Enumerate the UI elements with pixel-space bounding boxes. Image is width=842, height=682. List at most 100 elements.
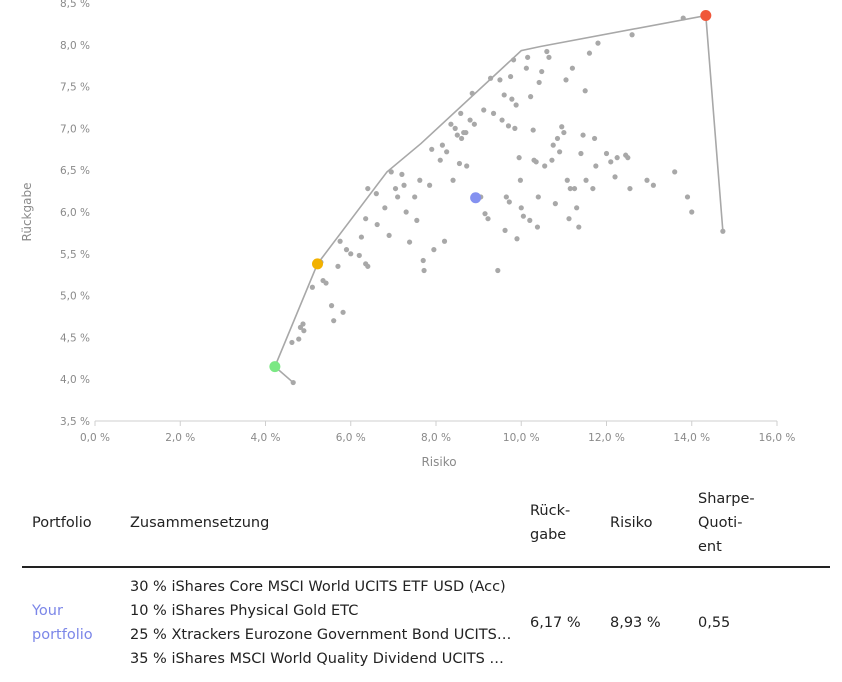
portfolio-point: [629, 32, 635, 38]
portfolio-table-container: Portfolio Zusammensetzung Rück- gabe Ris…: [22, 480, 830, 678]
composition-item: 35 % iShares MSCI World Quality Dividend…: [130, 651, 512, 667]
portfolio-point: [583, 177, 589, 183]
portfolio-point: [593, 163, 599, 169]
portfolio-point: [444, 149, 450, 155]
portfolio-point: [536, 79, 542, 86]
portfolio-table: Portfolio Zusammensetzung Rück- gabe Ris…: [22, 480, 830, 678]
portfolio-point: [501, 92, 507, 98]
portfolio-point: [612, 174, 618, 180]
portfolio-point: [559, 124, 565, 130]
portfolio-point: [549, 157, 555, 163]
portfolio-point: [720, 228, 726, 234]
portfolio-point: [441, 238, 448, 244]
efficient-frontier-chart: 3,5 % 4,0 % 4,5 % 5,0 % 5,5 % 6,0 % 6,5 % 7,0 %…: [20, 0, 795, 469]
portfolio-point: [582, 88, 588, 94]
x-tick-label: 10,0 %: [503, 432, 540, 444]
portfolio-point: [403, 209, 409, 215]
x-tick-label: 2,0 %: [165, 432, 195, 444]
portfolio-point: [614, 155, 620, 161]
composition-item: 25 % Xtrackers Eurozone Government Bond …: [130, 627, 512, 643]
portfolio-points: [289, 15, 726, 386]
highlighted-portfolios[interactable]: [269, 10, 712, 373]
portfolio-point: [650, 182, 656, 188]
y-axis-tick-labels: 3,5 % 4,0 % 4,5 % 5,0 % 5,5 % 6,0 % 6,5 % 7,0 %…: [60, 0, 90, 428]
portfolio-point: [520, 213, 526, 219]
portfolio-point: [485, 216, 491, 222]
highlighted-portfolio-point[interactable]: [700, 10, 712, 22]
highlighted-portfolio-point[interactable]: [470, 192, 482, 204]
highlighted-portfolio-point[interactable]: [269, 361, 281, 373]
portfolio-point: [471, 121, 477, 127]
portfolio-point: [561, 129, 567, 136]
portfolio-point: [365, 185, 371, 192]
portfolio-point: [452, 125, 458, 131]
portfolio-point: [431, 247, 437, 253]
y-tick-label: 5,0 %: [60, 291, 90, 303]
portfolio-point: [514, 236, 520, 242]
portfolio-point: [328, 303, 335, 309]
header-portfolio[interactable]: Portfolio: [22, 480, 120, 568]
portfolio-point: [608, 159, 614, 165]
portfolio-point: [348, 251, 354, 257]
header-composition[interactable]: Zusammensetzung: [120, 480, 520, 568]
portfolio-point: [429, 146, 435, 152]
portfolio-point: [516, 155, 522, 161]
header-risk[interactable]: Risiko: [600, 480, 688, 568]
header-sharpe-line1: Sharpe-: [698, 491, 755, 507]
your-portfolio-link[interactable]: Your portfolio: [32, 603, 93, 643]
header-return[interactable]: Rück- gabe: [520, 480, 600, 568]
portfolio-point: [550, 142, 556, 148]
portfolio-point: [401, 182, 407, 188]
efficient-frontier-line: [273, 14, 724, 384]
portfolio-point: [533, 159, 539, 165]
table-row: Your portfolio 30 % iShares Core MSCI Wo…: [22, 567, 830, 678]
x-tick-label: 12,0 %: [588, 432, 625, 444]
portfolio-point: [586, 50, 593, 56]
portfolio-point: [499, 117, 505, 123]
portfolio-point: [421, 267, 427, 274]
portfolio-point: [392, 185, 399, 192]
portfolio-point: [539, 68, 545, 75]
portfolio-point: [363, 216, 369, 222]
x-tick-label: 4,0 %: [250, 432, 280, 444]
portfolio-point: [467, 117, 473, 123]
y-tick-label: 4,5 %: [60, 332, 90, 344]
header-return-line2: gabe: [530, 527, 567, 543]
portfolio-point: [564, 177, 570, 183]
portfolio-point: [365, 263, 371, 269]
portfolio-point: [437, 157, 443, 163]
header-sharpe[interactable]: Sharpe- Quoti- ent: [688, 480, 830, 568]
portfolio-point: [414, 217, 420, 223]
composition-item: 10 % iShares Physical Gold ETC: [130, 603, 359, 619]
portfolio-point: [509, 96, 515, 102]
portfolio-point: [454, 132, 460, 138]
portfolio-point: [578, 150, 584, 157]
portfolio-point: [644, 177, 650, 183]
x-tick-label: 14,0 %: [673, 432, 710, 444]
portfolio-point: [502, 227, 508, 233]
portfolio-point: [331, 318, 337, 324]
portfolio-point: [458, 110, 464, 116]
portfolio-point: [337, 238, 343, 244]
y-tick-label: 7,5 %: [60, 82, 90, 94]
x-tick-label: 8,0 %: [421, 432, 451, 444]
portfolio-point: [356, 252, 362, 259]
x-axis-ticks: [94, 421, 778, 426]
portfolio-point: [481, 107, 487, 113]
cell-return: 6,17 %: [530, 615, 581, 631]
table-header-row: Portfolio Zusammensetzung Rück- gabe Ris…: [22, 480, 830, 568]
portfolio-point: [512, 125, 518, 131]
portfolio-point: [290, 379, 296, 386]
y-tick-label: 3,5 %: [60, 416, 90, 428]
highlighted-portfolio-point[interactable]: [312, 258, 324, 270]
y-tick-label: 6,0 %: [60, 207, 90, 219]
portfolio-point: [386, 232, 392, 239]
portfolio-point: [525, 54, 531, 60]
portfolio-name-line2: portfolio: [32, 627, 93, 643]
cell-risk: 8,93 %: [610, 615, 661, 631]
portfolio-point: [544, 48, 550, 55]
portfolio-point: [358, 234, 365, 240]
portfolio-point: [567, 185, 573, 192]
x-axis-tick-labels: 0,0 % 2,0 % 4,0 % 6,0 % 8,0 % 10,0 % 12,0 % 14,…: [80, 432, 795, 444]
portfolio-point: [448, 121, 454, 127]
